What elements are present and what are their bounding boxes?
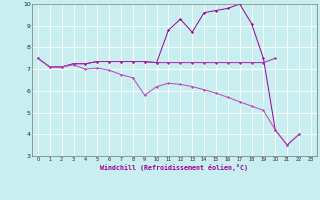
X-axis label: Windchill (Refroidissement éolien,°C): Windchill (Refroidissement éolien,°C): [100, 164, 248, 171]
